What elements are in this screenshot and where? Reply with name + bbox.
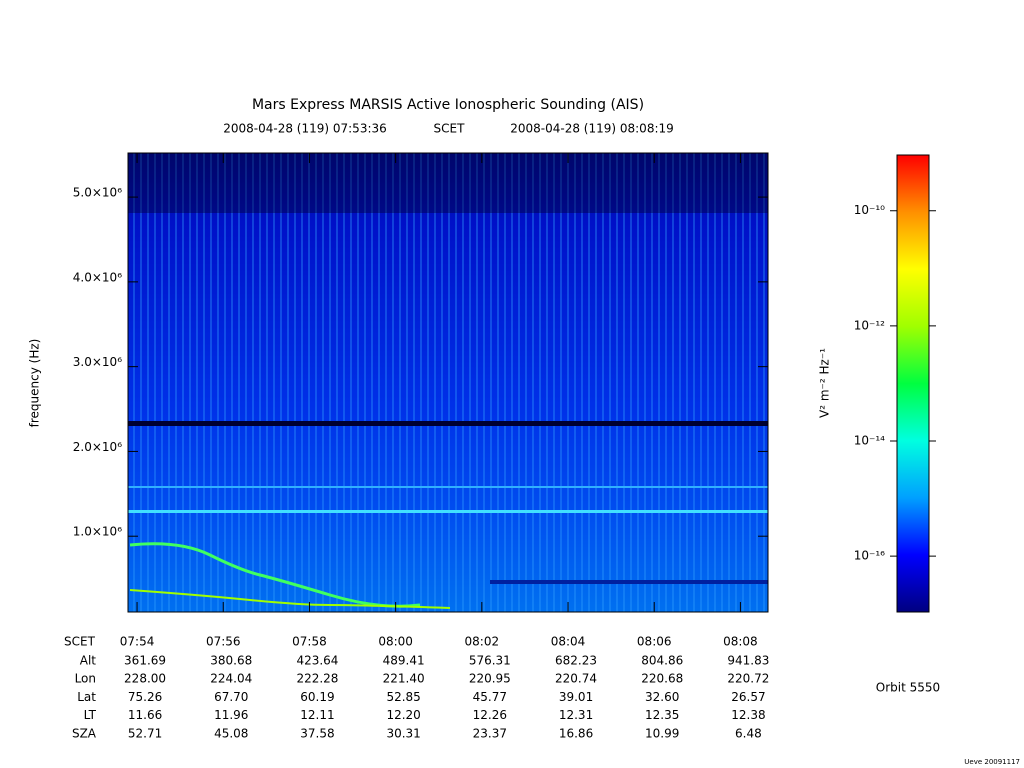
start-time: 2008-04-28 (119) 07:53:36 (223, 122, 387, 136)
colorbar-label: V² m⁻² Hz⁻¹ (818, 348, 832, 418)
x-tick-label: 07:54 (120, 635, 155, 649)
table-cell: 220.68 (641, 672, 683, 686)
colorbar (896, 154, 930, 613)
table-cell: 26.57 (731, 690, 765, 704)
spectrogram (128, 153, 768, 612)
spectrogram-trace (129, 589, 451, 609)
table-row-label: Alt (80, 654, 97, 668)
table-cell: 45.08 (214, 726, 248, 740)
table-cell: 222.28 (296, 672, 338, 686)
table-cell: 941.83 (727, 654, 769, 668)
table-cell: 423.64 (296, 654, 338, 668)
y-tick-label: 3.0×10⁶ (73, 355, 122, 369)
spectrogram-band (128, 510, 768, 513)
table-cell: 67.70 (214, 690, 248, 704)
table-cell: 12.35 (645, 708, 679, 722)
x-tick-label: 07:58 (292, 635, 327, 649)
y-axis-label: frequency (Hz) (28, 339, 42, 428)
table-cell: 30.31 (386, 726, 420, 740)
table-cell: 16.86 (559, 726, 593, 740)
table-cell: 11.66 (128, 708, 162, 722)
table-cell: 804.86 (641, 654, 683, 668)
table-cell: 37.58 (300, 726, 334, 740)
table-cell: 52.85 (386, 690, 420, 704)
spectrogram-band (128, 421, 768, 426)
table-cell: 221.40 (383, 672, 425, 686)
table-header: SCET (64, 635, 96, 649)
table-cell: 12.38 (731, 708, 765, 722)
colorbar-tick-label: 10⁻¹⁰ (854, 203, 885, 217)
spectrogram-texture (128, 153, 768, 612)
time-system: SCET (434, 122, 466, 136)
table-cell: 228.00 (124, 672, 166, 686)
table-cell: 361.69 (124, 654, 166, 668)
table-cell: 220.95 (469, 672, 511, 686)
spectrogram-band (128, 153, 768, 213)
table-cell: 12.31 (559, 708, 593, 722)
x-tick-label: 07:56 (206, 635, 241, 649)
table-cell: 220.72 (727, 672, 769, 686)
table-cell: 6.48 (735, 726, 762, 740)
colorbar-tick-label: 10⁻¹² (854, 318, 885, 332)
orbit-label: Orbit 5550 (876, 681, 940, 695)
colorbar-tick-label: 10⁻¹⁶ (854, 549, 885, 563)
table-cell: 10.99 (645, 726, 679, 740)
x-tick-label: 08:04 (551, 635, 586, 649)
end-time: 2008-04-28 (119) 08:08:19 (510, 122, 674, 136)
table-cell: 11.96 (214, 708, 248, 722)
x-tick-label: 08:00 (378, 635, 413, 649)
chart-title: Mars Express MARSIS Active Ionospheric S… (252, 97, 644, 113)
y-tick-label: 1.0×10⁶ (73, 525, 122, 539)
table-cell: 682.23 (555, 654, 597, 668)
x-tick-label: 08:08 (723, 635, 758, 649)
spectrogram-band (490, 580, 768, 584)
footer: Ueve 20091117 (964, 758, 1020, 766)
table-row-label: Lon (75, 672, 96, 686)
table-cell: 45.77 (473, 690, 507, 704)
table-cell: 12.11 (300, 708, 334, 722)
table-row-label: SZA (72, 726, 97, 740)
table-cell: 75.26 (128, 690, 162, 704)
table-cell: 489.41 (383, 654, 425, 668)
table-cell: 32.60 (645, 690, 679, 704)
plot-frame (127, 152, 769, 613)
table-cell: 224.04 (210, 672, 252, 686)
x-tick-label: 08:06 (637, 635, 672, 649)
table-cell: 12.20 (386, 708, 420, 722)
table-cell: 12.26 (473, 708, 507, 722)
y-tick-label: 4.0×10⁶ (73, 270, 122, 284)
table-cell: 576.31 (469, 654, 511, 668)
table-cell: 220.74 (555, 672, 597, 686)
y-tick-label: 5.0×10⁶ (73, 186, 122, 200)
spectrogram-band (128, 486, 768, 488)
table-cell: 60.19 (300, 690, 334, 704)
x-tick-label: 08:02 (465, 635, 500, 649)
table-cell: 23.37 (473, 726, 507, 740)
table-cell: 39.01 (559, 690, 593, 704)
table-cell: 52.71 (128, 726, 162, 740)
table-row-label: Lat (77, 690, 96, 704)
y-tick-label: 2.0×10⁶ (73, 440, 122, 454)
colorbar-tick-label: 10⁻¹⁴ (854, 434, 885, 448)
table-cell: 380.68 (210, 654, 252, 668)
spectrogram-trace (129, 542, 421, 608)
table-row-label: LT (84, 708, 97, 722)
